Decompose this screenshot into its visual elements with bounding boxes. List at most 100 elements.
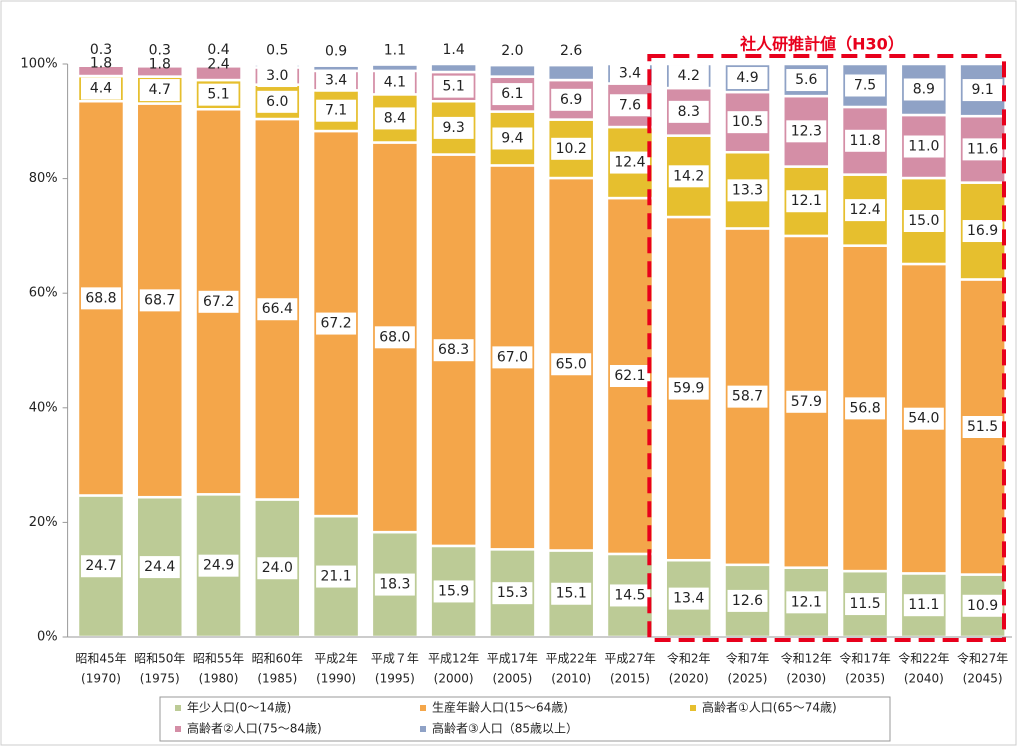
data-label: 12.4: [614, 155, 645, 171]
data-label: 11.1: [908, 597, 939, 613]
label-bg: [257, 65, 298, 88]
bar-segment: [488, 63, 537, 78]
data-label: 16.9: [967, 223, 998, 239]
data-label: 58.7: [732, 389, 763, 405]
data-label: 14.5: [614, 587, 645, 603]
label-bg: [433, 580, 474, 603]
x-tick-label: (1970): [81, 672, 121, 686]
data-label: 10.2: [556, 141, 587, 157]
y-tick-label: 0%: [37, 630, 58, 645]
x-tick-label: (1980): [199, 672, 239, 686]
label-bg: [80, 287, 121, 310]
legend-label: 高齢者②人口(75～84歳): [187, 721, 322, 736]
label-bg: [257, 298, 298, 321]
label-bg: [727, 589, 768, 612]
label-bg: [786, 69, 827, 92]
data-label: 1.8: [90, 56, 112, 72]
data-label: 4.9: [736, 70, 758, 86]
label-bg: [374, 573, 415, 596]
data-label: 1.4: [443, 42, 465, 58]
x-tick-label: (2015): [610, 672, 650, 686]
label-bg: [374, 71, 415, 94]
x-tick-label: (2045): [963, 672, 1003, 686]
y-tick-label: 20%: [29, 515, 58, 530]
label-bg: [845, 593, 886, 616]
x-tick-label: 令和7年: [726, 651, 770, 666]
data-label: 12.1: [791, 193, 822, 209]
label-bg: [668, 100, 709, 123]
label-bg: [316, 69, 357, 92]
data-label: 24.0: [262, 560, 293, 576]
legend-swatch: [420, 726, 426, 732]
projection-box: [647, 54, 1006, 642]
label-bg: [727, 385, 768, 408]
x-tick-label: (2035): [845, 672, 885, 686]
data-label: 59.9: [673, 381, 704, 397]
data-label: 3.0: [266, 68, 288, 84]
label-bg: [609, 364, 650, 387]
label-bg: [492, 582, 533, 605]
data-label: 0.5: [266, 43, 288, 59]
label-bg: [786, 120, 827, 143]
label-bg: [962, 138, 1003, 161]
bar-segment: [135, 63, 185, 68]
label-bg: [198, 290, 239, 313]
y-tick-label: 100%: [20, 57, 57, 72]
data-label: 4.7: [149, 82, 171, 98]
data-label: 68.3: [438, 342, 469, 358]
data-label: 68.8: [85, 290, 116, 306]
label-bg: [80, 77, 121, 100]
label-bg: [962, 220, 1003, 243]
label-bg: [139, 289, 180, 312]
label-bg: [492, 83, 533, 106]
label-bg: [845, 397, 886, 420]
data-label: 8.3: [678, 104, 700, 120]
label-bg: [668, 587, 709, 610]
label-bg: [962, 415, 1003, 438]
x-tick-label: (2040): [904, 672, 944, 686]
data-label: 24.7: [85, 558, 116, 574]
data-label: 5.1: [207, 87, 229, 103]
data-label: 67.2: [321, 316, 352, 332]
label-bg: [845, 199, 886, 222]
legend-swatch: [690, 705, 696, 711]
label-bg: [727, 179, 768, 202]
data-label: 12.6: [732, 593, 763, 609]
label-bg: [727, 67, 768, 90]
label-bg: [198, 554, 239, 577]
x-tick-label: (1995): [375, 672, 415, 686]
x-tick-label: (1985): [257, 672, 297, 686]
x-tick-label: (2020): [669, 672, 709, 686]
y-tick-label: 40%: [29, 400, 58, 415]
label-bg: [609, 584, 650, 607]
data-label: 2.0: [501, 43, 523, 59]
x-tick-label: 令和12年: [781, 651, 832, 666]
data-label: 4.1: [384, 75, 406, 91]
x-tick-label: 平成2年: [314, 652, 358, 666]
label-bg: [962, 594, 1003, 617]
data-label: 0.9: [325, 44, 347, 60]
data-label: 4.4: [90, 81, 112, 97]
data-label: 1.8: [149, 56, 171, 72]
label-bg: [433, 116, 474, 139]
label-bg: [668, 165, 709, 188]
label-bg: [786, 190, 827, 213]
data-label: 13.3: [732, 182, 763, 198]
bar-segment: [546, 63, 596, 82]
label-bg: [492, 127, 533, 150]
legend-label: 生産年齢人口(15～64歳): [432, 700, 568, 715]
data-label: 5.1: [443, 79, 465, 95]
label-bg: [903, 594, 944, 617]
x-tick-label: 平成17年: [487, 652, 538, 666]
data-label: 7.1: [325, 103, 347, 119]
data-label: 67.2: [203, 294, 234, 310]
data-label: 4.2: [678, 68, 700, 84]
data-label: 2.4: [207, 56, 229, 72]
data-label: 54.0: [908, 411, 939, 427]
y-tick-label: 80%: [29, 171, 58, 186]
label-bg: [139, 556, 180, 579]
data-label: 8.9: [913, 81, 935, 97]
data-label: 18.3: [379, 577, 410, 593]
data-label: 12.4: [849, 202, 880, 218]
